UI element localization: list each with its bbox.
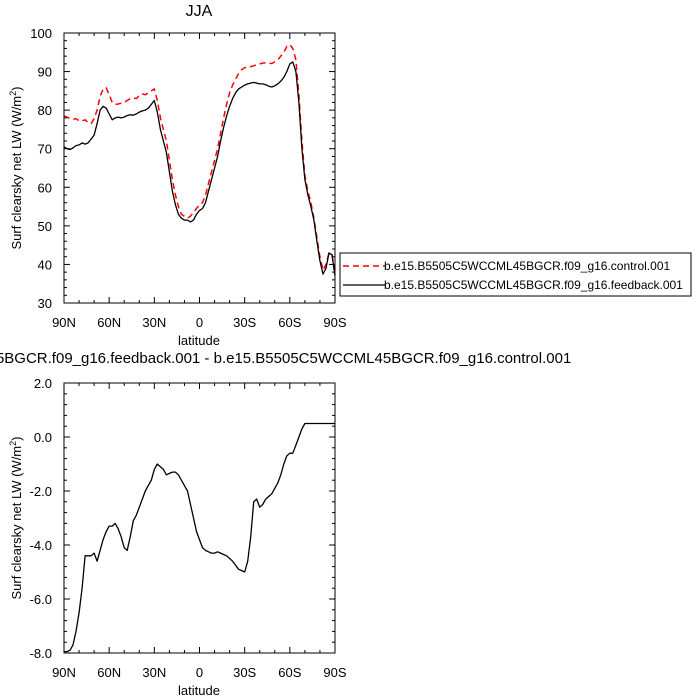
y-tick-label: -6.0 <box>30 592 52 607</box>
y-axis-label-text: Surf clearsky net LW (W/m <box>9 96 24 250</box>
y-tick-label: 40 <box>38 257 52 272</box>
plot-frame <box>63 382 336 654</box>
y-axis-label-unit-close: ) <box>9 437 24 441</box>
plot-area <box>64 422 335 653</box>
series-line-1 <box>64 61 335 277</box>
x-tick-label: 0 <box>196 665 203 680</box>
chart-title: JJA <box>186 3 213 20</box>
y-tick-labels: -8.0 -6.0 -4.0 -2.0 0.0 2.0 <box>30 376 52 661</box>
x-tick-label: 30N <box>142 665 166 680</box>
y-tick-label: -4.0 <box>30 538 52 553</box>
y-axis-label: Surf clearsky net LW (W/m2) <box>8 87 24 250</box>
plot-frame <box>63 32 336 304</box>
x-tick-label: 30N <box>142 315 166 330</box>
legend-box <box>339 252 692 297</box>
x-tick-label: 60N <box>97 315 121 330</box>
x-tick-label: 30S <box>233 315 256 330</box>
x-tick-label: 0 <box>196 315 203 330</box>
y-tick-label: -8.0 <box>30 646 52 661</box>
x-tick-label: 60S <box>278 665 301 680</box>
axis-ticks <box>63 32 336 304</box>
y-axis-label-exponent: 2 <box>8 441 18 446</box>
y-axis-label-text: Surf clearsky net LW (W/m <box>9 446 24 600</box>
x-axis-label: latitude <box>178 683 220 698</box>
plot-area <box>64 43 335 277</box>
x-tick-label: 30S <box>233 665 256 680</box>
series-line-0 <box>64 43 335 273</box>
legend-label-control: b.e15.B5505C5WCCML45BGCR.f09_g16.control… <box>384 259 670 273</box>
y-axis-label-unit-close: ) <box>9 87 24 91</box>
y-tick-label: 80 <box>38 103 52 118</box>
y-tick-label: 90 <box>38 65 52 80</box>
y-tick-label: -2.0 <box>30 484 52 499</box>
legend-label-feedback: b.e15.B5505C5WCCML45BGCR.f09_g16.feedbac… <box>384 278 683 292</box>
x-tick-label: 90S <box>323 665 346 680</box>
y-tick-label: 70 <box>38 142 52 157</box>
y-tick-label: 30 <box>38 296 52 311</box>
y-axis-label-exponent: 2 <box>8 91 18 96</box>
y-axis-label: Surf clearsky net LW (W/m2) <box>8 437 24 600</box>
y-tick-label: 2.0 <box>34 376 52 391</box>
x-tick-labels: 90N 60N 30N 0 30S 60S 90S <box>52 315 347 330</box>
legend: b.e15.B5505C5WCCML45BGCR.f09_g16.control… <box>339 252 692 297</box>
y-tick-label: 0.0 <box>34 430 52 445</box>
chart-title: b.e15.B5505C5WCCML45BGCR.f09_g16.feedbac… <box>0 350 571 367</box>
y-tick-label: 50 <box>38 219 52 234</box>
x-tick-label: 90N <box>52 665 76 680</box>
x-tick-labels: 90N 60N 30N 0 30S 60S 90S <box>52 665 347 680</box>
bottom-panel: b.e15.B5505C5WCCML45BGCR.f09_g16.feedbac… <box>0 350 571 698</box>
x-tick-label: 60N <box>97 665 121 680</box>
series-line-0 <box>64 422 335 653</box>
x-tick-label: 90N <box>52 315 76 330</box>
y-tick-label: 60 <box>38 180 52 195</box>
y-tick-labels: 30 40 50 60 70 80 90 100 <box>30 26 52 311</box>
y-tick-label: 100 <box>30 26 52 41</box>
x-axis-label: latitude <box>178 333 220 348</box>
x-tick-label: 60S <box>278 315 301 330</box>
x-tick-label: 90S <box>323 315 346 330</box>
axis-ticks <box>63 382 336 654</box>
